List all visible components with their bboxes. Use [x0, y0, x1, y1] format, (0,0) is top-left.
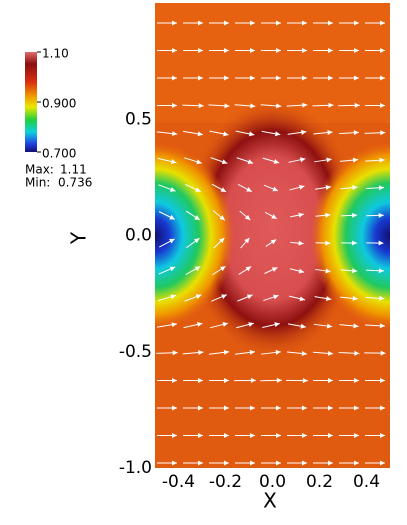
colorbar-tick-label: 0.700: [42, 147, 76, 161]
x-tick-label: 0.4: [353, 472, 380, 492]
max-label: Max:: [25, 163, 54, 177]
max-value: 1.11: [60, 163, 87, 177]
x-tick-label: -0.4: [162, 472, 195, 492]
y-tick-label: -1.0: [119, 458, 152, 478]
x-axis-label: X: [263, 489, 277, 513]
colorbar-tick-label: 0.900: [42, 97, 76, 111]
x-tick-label: 0.0: [259, 472, 286, 492]
colorbar-tick-label: 1.10: [42, 47, 69, 61]
y-tick-label: 0.0: [125, 226, 152, 246]
colorbar: [25, 52, 37, 152]
x-tick-label: -0.2: [209, 472, 242, 492]
y-axis-label: Y: [67, 231, 91, 245]
y-tick-label: -0.5: [119, 342, 152, 362]
x-tick-label: 0.2: [306, 472, 333, 492]
y-tick-label: 0.5: [125, 109, 152, 129]
min-value: 0.736: [58, 176, 92, 190]
min-label: Min:: [25, 176, 50, 190]
low-region: [75, 141, 235, 331]
